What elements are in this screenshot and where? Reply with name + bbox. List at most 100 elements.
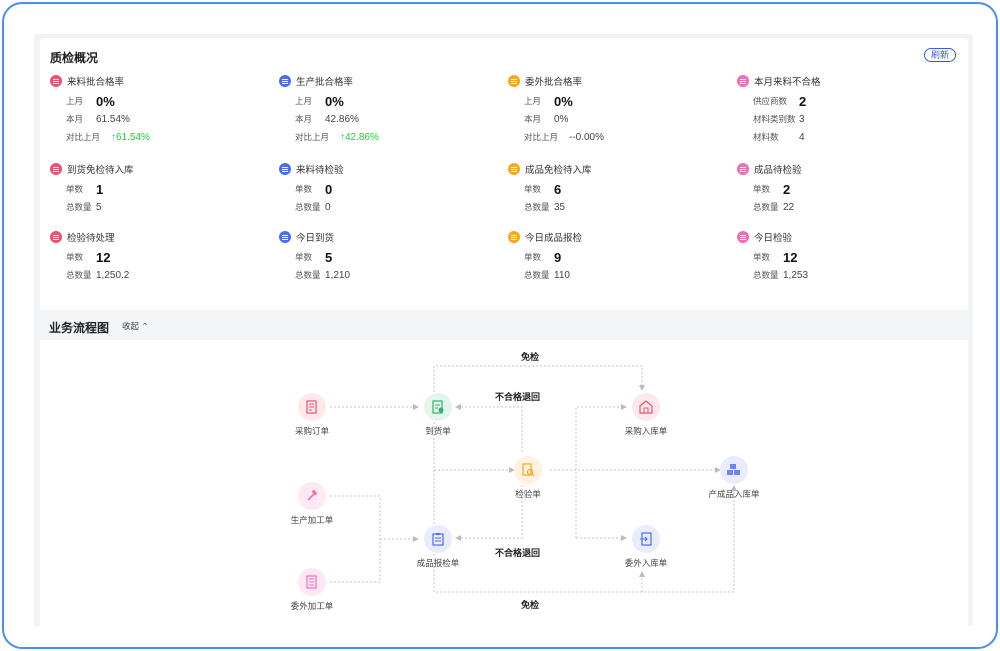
metric-value: 0% [96,93,115,109]
node-production-order[interactable]: 生产加工单 [272,482,352,526]
metric-label: 对比上月 [524,132,559,142]
metric-header: 来料批合格率 [50,74,124,88]
list-icon [508,231,520,243]
metric-value: 1 [96,181,104,197]
metric-value: ↑42.86% [340,131,379,143]
node-outsource-in[interactable]: 委外入库单 [606,525,686,569]
metric-row: 总数量 5 [66,199,102,215]
metric-row: 上月 0% [524,93,573,109]
metric-row: 单数 6 [524,181,561,197]
edge-label-reject-top: 不合格退回 [495,392,541,402]
flow-title: 业务流程图 [49,321,110,335]
hammer-icon [298,482,326,510]
boxes-icon [720,456,748,484]
metric-label: 总数量 [753,202,779,212]
flow-header: 业务流程图 收起 ⌃ [40,310,968,340]
metric-value: 0% [554,93,573,109]
metric-value: --0.00% [569,131,605,143]
metric-row: 上月 0% [66,93,115,109]
metric-value: 1,210 [325,269,351,281]
metric-value: 1,250.2 [96,269,130,281]
metric-header: 检验待处理 [50,230,115,244]
metric-title: 检验待处理 [67,233,115,244]
metric-title: 来料待检验 [296,165,344,176]
metric-label: 单数 [524,252,542,262]
collapse-toggle[interactable]: 收起 ⌃ [122,321,149,331]
list-icon [737,231,749,243]
metric-label: 总数量 [295,202,321,212]
metric-value: 1,253 [783,269,809,281]
list-icon [737,75,749,87]
node-outsource-order[interactable]: 委外加工单 [272,568,352,612]
metric-label: 单数 [295,252,313,262]
metric-value: 3 [799,113,805,125]
metric-label: 总数量 [295,270,321,280]
metric-row: 单数 1 [66,181,103,197]
metric-row: 单数 2 [753,181,790,197]
metric-row: 总数量 0 [295,199,331,215]
metric-block: 成品免检待入库 单数 6 总数量 35 [508,162,728,232]
metric-value: 5 [96,201,102,213]
metric-block: 本月来料不合格 供应商数 2 材料类别数 3 材料数 4 [737,74,957,144]
metric-row: 上月 0% [295,93,344,109]
metric-label: 单数 [66,252,84,262]
metric-value: 12 [96,249,111,265]
refresh-button[interactable]: 刷新 [923,48,956,62]
metric-row: 对比上月 ↑42.86% [295,129,379,145]
metric-title: 今日到货 [296,233,335,244]
node-purchase-order[interactable]: 采购订单 [272,393,352,437]
metric-row: 总数量 22 [753,199,794,215]
metric-label: 对比上月 [66,132,101,142]
list-icon [737,163,749,175]
metric-label: 材料数 [753,132,779,142]
metric-title: 成品免检待入库 [525,165,592,176]
metric-header: 来料待检验 [279,162,344,176]
quality-overview-card: 质检概况 刷新 来料批合格率 上月 0% 本月 61.54% 对比上月 ↑61.54% 生产批… [40,38,968,330]
metric-value: 22 [783,201,795,213]
document-in-icon [632,525,660,553]
metric-title: 生产批合格率 [296,77,354,88]
node-purchase-in[interactable]: 采购入库单 [606,393,686,437]
metric-value: 2 [799,93,807,109]
metric-header: 今日检验 [737,230,792,244]
edge-label-exempt-bottom: 免检 [521,600,540,610]
dashboard-area: 质检概况 刷新 来料批合格率 上月 0% 本月 61.54% 对比上月 ↑61.54% 生产批… [34,34,973,626]
metric-block: 今日检验 单数 12 总数量 1,253 [737,230,957,300]
metric-header: 本月来料不合格 [737,74,821,88]
node-product-report[interactable]: 成品报检单 [398,525,478,569]
node-inspection[interactable]: 检验单 [488,456,568,500]
metric-row: 对比上月 --0.00% [524,129,604,145]
edge-label-exempt-top: 免检 [521,352,540,362]
metric-title: 本月来料不合格 [754,77,821,88]
metric-value: 5 [325,249,333,265]
list-icon [50,163,62,175]
node-product-in[interactable]: 产成品入库单 [694,456,774,500]
list-icon [508,163,520,175]
metric-label: 单数 [524,184,542,194]
metric-block: 委外批合格率 上月 0% 本月 0% 对比上月 --0.00% [508,74,728,144]
metric-label: 单数 [753,252,771,262]
metric-row: 单数 12 [66,249,110,265]
list-icon [279,163,291,175]
metric-row: 总数量 1,210 [295,267,350,283]
metric-row: 单数 9 [524,249,561,265]
edge-exempt-bottom [433,485,737,593]
list-icon [508,75,520,87]
node-arrival[interactable]: 到货单 [398,393,478,437]
metric-value: 0 [325,181,333,197]
metric-row: 单数 0 [295,181,332,197]
metric-value: 4 [799,131,805,143]
metric-header: 成品待检验 [737,162,802,176]
metric-label: 单数 [753,184,771,194]
metric-label: 材料类别数 [753,114,796,124]
metric-value: 6 [554,181,562,197]
clipboard-icon [424,525,452,553]
metric-row: 对比上月 ↑61.54% [66,129,150,145]
metric-label: 上月 [66,96,84,106]
purchase-order-icon [298,393,326,421]
edge-exempt-top [433,365,645,392]
outsource-doc-icon [298,568,326,596]
metric-block: 来料批合格率 上月 0% 本月 61.54% 对比上月 ↑61.54% [50,74,270,144]
metric-row: 材料类别数 3 [753,111,805,127]
metric-label: 总数量 [66,270,92,280]
